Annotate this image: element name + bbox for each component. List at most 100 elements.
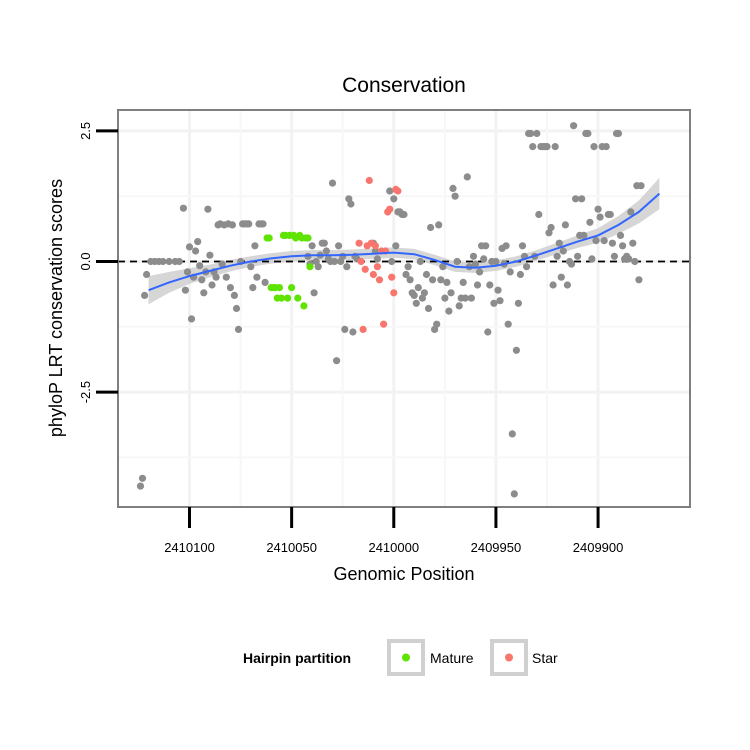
other-point-181 <box>592 237 600 245</box>
mature-point-7 <box>277 294 285 302</box>
other-point-79 <box>373 255 381 263</box>
mature-point-10 <box>284 294 292 302</box>
other-point-2 <box>141 291 149 299</box>
other-point-117 <box>461 294 469 302</box>
other-point-132 <box>492 257 500 266</box>
other-point-45 <box>249 284 257 292</box>
other-point-180 <box>590 143 598 151</box>
other-point-54 <box>308 242 316 250</box>
other-point-112 <box>451 192 459 200</box>
mature-point-1 <box>265 234 273 242</box>
legend-label-mature: Mature <box>430 650 474 666</box>
other-point-43 <box>245 220 253 228</box>
series-star <box>355 176 402 333</box>
other-point-144 <box>516 270 525 279</box>
data-points <box>136 122 645 498</box>
other-point-118 <box>463 173 471 181</box>
other-point-174 <box>578 195 586 203</box>
other-point-89 <box>404 263 412 271</box>
other-point-10 <box>175 257 183 266</box>
legend-title: Hairpin partition <box>243 650 351 666</box>
other-point-150 <box>529 143 537 151</box>
other-point-100 <box>427 223 435 232</box>
other-point-13 <box>183 268 192 276</box>
other-point-34 <box>226 284 234 292</box>
other-point-149 <box>527 129 535 138</box>
other-point-137 <box>502 242 510 250</box>
other-point-88 <box>402 270 410 279</box>
other-point-95 <box>416 257 424 266</box>
other-point-57 <box>314 263 322 271</box>
other-point-66 <box>333 357 341 365</box>
other-point-186 <box>602 143 610 151</box>
other-point-108 <box>443 278 451 286</box>
grid-lines <box>118 110 690 507</box>
mature-point-18 <box>300 302 308 310</box>
star-point-9 <box>373 263 381 271</box>
other-point-17 <box>192 247 200 255</box>
other-point-111 <box>449 184 457 192</box>
other-point-50 <box>259 220 267 228</box>
other-point-81 <box>388 257 396 266</box>
x-axis-title: Genomic Position <box>333 564 474 584</box>
other-point-94 <box>414 284 422 292</box>
star-point-15 <box>386 205 394 213</box>
star-point-2 <box>359 325 367 333</box>
other-point-171 <box>572 195 580 203</box>
other-point-131 <box>490 299 498 307</box>
other-point-190 <box>610 252 619 260</box>
other-point-70 <box>341 325 349 333</box>
other-point-147 <box>523 263 531 271</box>
other-point-183 <box>596 213 604 221</box>
series-other <box>136 122 645 498</box>
other-point-143 <box>514 299 523 307</box>
other-point-51 <box>261 278 269 286</box>
star-point-3 <box>361 265 369 273</box>
mature-point-20 <box>304 234 312 242</box>
y-tick-label-2: -2.5 <box>78 381 93 403</box>
star-point-19 <box>394 187 402 195</box>
other-point-25 <box>208 281 216 289</box>
other-point-177 <box>584 129 592 138</box>
star-point-1 <box>357 257 365 266</box>
other-point-21 <box>200 289 208 297</box>
panel-border <box>117 109 691 508</box>
legend: Hairpin partition Mature Star <box>243 639 558 676</box>
other-point-83 <box>392 242 400 250</box>
y-axis-title: phyloP LRT conservation scores <box>46 179 66 437</box>
other-point-103 <box>433 320 441 328</box>
other-point-14 <box>185 243 194 251</box>
other-point-64 <box>328 179 337 187</box>
other-point-113 <box>453 257 461 266</box>
other-point-179 <box>588 255 596 263</box>
other-point-82 <box>390 195 398 203</box>
other-point-38 <box>234 325 243 333</box>
mature-point-21 <box>306 263 314 271</box>
other-point-138 <box>504 320 512 328</box>
other-point-163 <box>555 239 563 247</box>
other-point-93 <box>412 299 420 307</box>
other-point-74 <box>349 328 357 336</box>
other-point-65 <box>330 257 339 266</box>
other-point-106 <box>439 263 447 271</box>
other-point-97 <box>420 289 428 297</box>
series-mature <box>263 231 314 310</box>
other-point-141 <box>510 490 518 498</box>
other-point-140 <box>508 430 516 438</box>
other-point-87 <box>400 210 408 219</box>
other-point-164 <box>557 273 565 281</box>
other-point-109 <box>445 307 453 315</box>
other-point-73 <box>347 200 355 208</box>
y-axis: 2.5 0.0 -2.5 <box>78 122 118 403</box>
other-point-142 <box>512 346 521 354</box>
mature-point-15 <box>294 294 302 302</box>
other-point-107 <box>441 294 449 302</box>
other-point-32 <box>222 273 230 281</box>
other-point-47 <box>253 273 261 281</box>
other-point-170 <box>570 122 578 130</box>
x-tick-label-0: 2410100 <box>164 540 215 555</box>
y-tick-label-1: 0.0 <box>78 252 93 270</box>
star-point-16 <box>388 273 396 281</box>
other-point-114 <box>455 302 463 310</box>
